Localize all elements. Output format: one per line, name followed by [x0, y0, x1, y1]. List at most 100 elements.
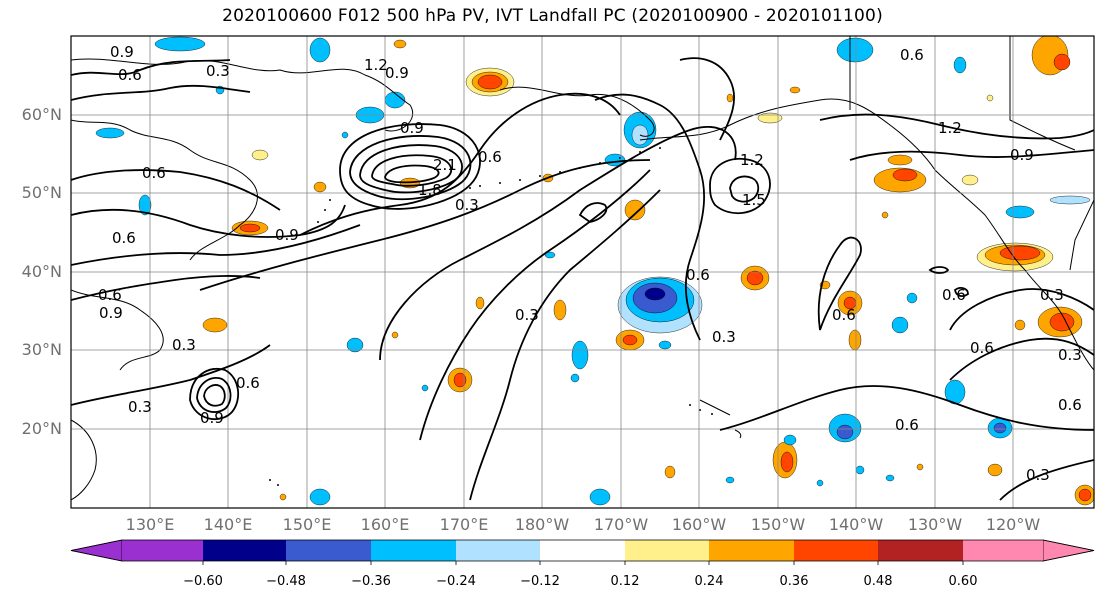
pc-anomaly-patches [95, 36, 1094, 506]
contour-label: 0.9 [400, 119, 424, 137]
colorbar-segment [371, 540, 456, 561]
pc-anomaly-patch [384, 91, 406, 109]
contour-label: 0.3 [206, 62, 230, 80]
pc-anomaly-patch [993, 422, 1007, 434]
pc-anomaly-patch [202, 317, 228, 333]
pc-anomaly-patch [571, 340, 589, 370]
pc-anomaly-patch [1005, 205, 1035, 219]
longitude-label: 130°E [125, 515, 175, 534]
contour-label: 0.6 [686, 266, 710, 284]
contour-label: 0.9 [1010, 146, 1034, 164]
contour-label: 0.6 [832, 306, 856, 324]
contour-label: 0.3 [712, 328, 736, 346]
latitude-label: 60°N [21, 105, 62, 124]
latitude-label: 20°N [21, 419, 62, 438]
contour-label: 0.6 [970, 339, 994, 357]
pc-anomaly-patch [881, 211, 889, 219]
colorbar-segment [456, 540, 540, 561]
pc-anomaly-patch [138, 194, 152, 216]
pc-anomaly-patch [589, 488, 611, 506]
pv-contours [71, 57, 1094, 501]
pc-anomaly-patch [986, 94, 994, 102]
pc-anomaly-patch [855, 465, 865, 475]
colorbar-segment [203, 540, 286, 561]
contour-label: 0.6 [112, 229, 136, 247]
longitude-label: 170°W [593, 515, 649, 534]
contour-label: 0.3 [455, 196, 479, 214]
pc-anomaly-patch [664, 465, 676, 479]
colorbar-outline [70, 539, 1095, 562]
pc-anomaly-patch [961, 174, 979, 186]
contour-label: 0.6 [1058, 396, 1082, 414]
contour-label: 0.9 [385, 64, 409, 82]
contour-label: 0.3 [515, 306, 539, 324]
contour-label: 0.9 [275, 226, 299, 244]
pc-anomaly-patch [953, 56, 967, 74]
pc-anomaly-patch [906, 292, 918, 304]
contour-label: 0.3 [172, 336, 196, 354]
colorbar-tick-label: 0.36 [779, 574, 809, 589]
colorbar-segment [794, 540, 878, 561]
contour-label: 0.3 [128, 398, 152, 416]
contour-labels: 0.90.6 0.3 1.20.90.90.60.6 0.90.90.31.82.10… [98, 43, 1082, 484]
pc-anomaly-patch [891, 316, 909, 334]
colorbar-segment [625, 540, 709, 561]
pc-anomaly-patch [313, 181, 327, 193]
contour-label: 1.5 [742, 191, 766, 209]
contour-label: 1.2 [364, 56, 388, 74]
pc-anomaly-patch [658, 340, 672, 350]
colorbar-tick-label: −0.60 [183, 574, 223, 589]
colorbar-tick-label: −0.24 [436, 574, 476, 589]
pc-anomaly-patch [816, 479, 824, 487]
colorbar-tick-label: −0.48 [266, 574, 306, 589]
pc-anomaly-patch [892, 168, 918, 182]
colorbar-segment [540, 540, 625, 561]
longitude-label: 170°E [439, 515, 489, 534]
pc-anomaly-patch [251, 149, 269, 161]
contour-label: 0.9 [99, 304, 123, 322]
page-title: 2020100600 F012 500 hPa PV, IVT Landfall… [222, 6, 883, 26]
pc-anomaly-patch [391, 331, 399, 339]
contour-label: 2.1 [433, 156, 457, 174]
pc-anomaly-patch [746, 270, 764, 286]
pc-anomaly-patch [624, 199, 646, 221]
colorbar-segment [963, 540, 1043, 561]
latitude-label: 30°N [21, 340, 62, 359]
latitude-label: 40°N [21, 262, 62, 281]
pc-anomaly-patch [644, 287, 666, 301]
colorbar-tick-label: 0.60 [948, 574, 978, 589]
pc-anomaly-patch [475, 296, 485, 310]
pc-anomaly-patch [836, 424, 854, 440]
pc-anomaly-patch [544, 251, 556, 259]
contour-label: 0.6 [942, 286, 966, 304]
pc-anomaly-patch [757, 112, 783, 124]
colorbar-tick-label: 0.24 [694, 574, 724, 589]
pc-anomaly-patch [453, 372, 467, 388]
map-frame-border [70, 35, 1095, 509]
colorbar-tick-label: 0.12 [610, 574, 640, 589]
pc-anomaly-patch [309, 37, 331, 63]
contour-label: 1.8 [418, 181, 442, 199]
pc-anomaly-patch [1049, 312, 1075, 332]
longitude-label: 120°W [985, 515, 1041, 534]
island-dots [269, 147, 713, 486]
colorbar-tick-label: −0.36 [351, 574, 391, 589]
pc-anomaly-patch [1078, 488, 1092, 502]
colorbar-segment [286, 540, 371, 561]
longitude-label: 160°W [671, 515, 727, 534]
pc-anomaly-patch [783, 434, 797, 446]
gridlines [71, 36, 1094, 508]
pc-anomaly-patch [570, 373, 580, 383]
colorbar-tick-label: 0.48 [863, 574, 893, 589]
pc-anomaly-patch [836, 37, 874, 63]
pc-anomaly-patch [789, 86, 801, 94]
pc-anomaly-patch [987, 463, 1003, 477]
colorbar-segment [878, 540, 963, 561]
pc-anomaly-patch [309, 488, 331, 506]
pc-anomaly-patch [999, 245, 1041, 261]
colorbar-extend-low [70, 539, 123, 562]
pc-anomaly-patch [780, 451, 794, 473]
pc-anomaly-patch [393, 39, 407, 49]
longitude-label: 150°E [282, 515, 332, 534]
